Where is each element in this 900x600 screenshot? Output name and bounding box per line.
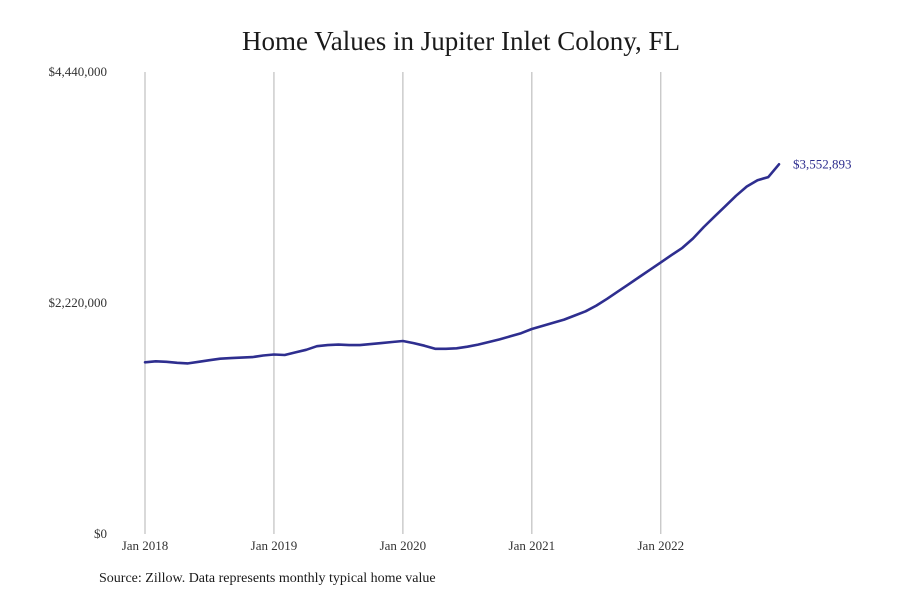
y-tick-label: $0 bbox=[94, 526, 107, 541]
y-tick-label: $2,220,000 bbox=[49, 295, 108, 310]
x-tick-label: Jan 2021 bbox=[509, 538, 556, 553]
x-axis-ticks: Jan 2018 Jan 2019 Jan 2020 Jan 2021 Jan 2022 bbox=[122, 538, 684, 553]
series-group bbox=[143, 163, 781, 365]
end-value-label: $3,552,893 bbox=[793, 156, 852, 171]
source-note: Source: Zillow. Data represents monthly … bbox=[99, 571, 436, 586]
data-labels: $3,552,893 bbox=[793, 156, 852, 171]
y-tick-label: $4,440,000 bbox=[49, 64, 108, 79]
series-line bbox=[143, 163, 781, 365]
x-tick-label: Jan 2020 bbox=[380, 538, 427, 553]
gridlines bbox=[144, 72, 662, 534]
x-tick-label: Jan 2022 bbox=[637, 538, 684, 553]
y-axis-ticks: $0 $2,220,000 $4,440,000 bbox=[49, 64, 108, 541]
chart-title: Home Values in Jupiter Inlet Colony, FL bbox=[242, 26, 680, 56]
x-tick-label: Jan 2019 bbox=[251, 538, 298, 553]
x-tick-label: Jan 2018 bbox=[122, 538, 169, 553]
